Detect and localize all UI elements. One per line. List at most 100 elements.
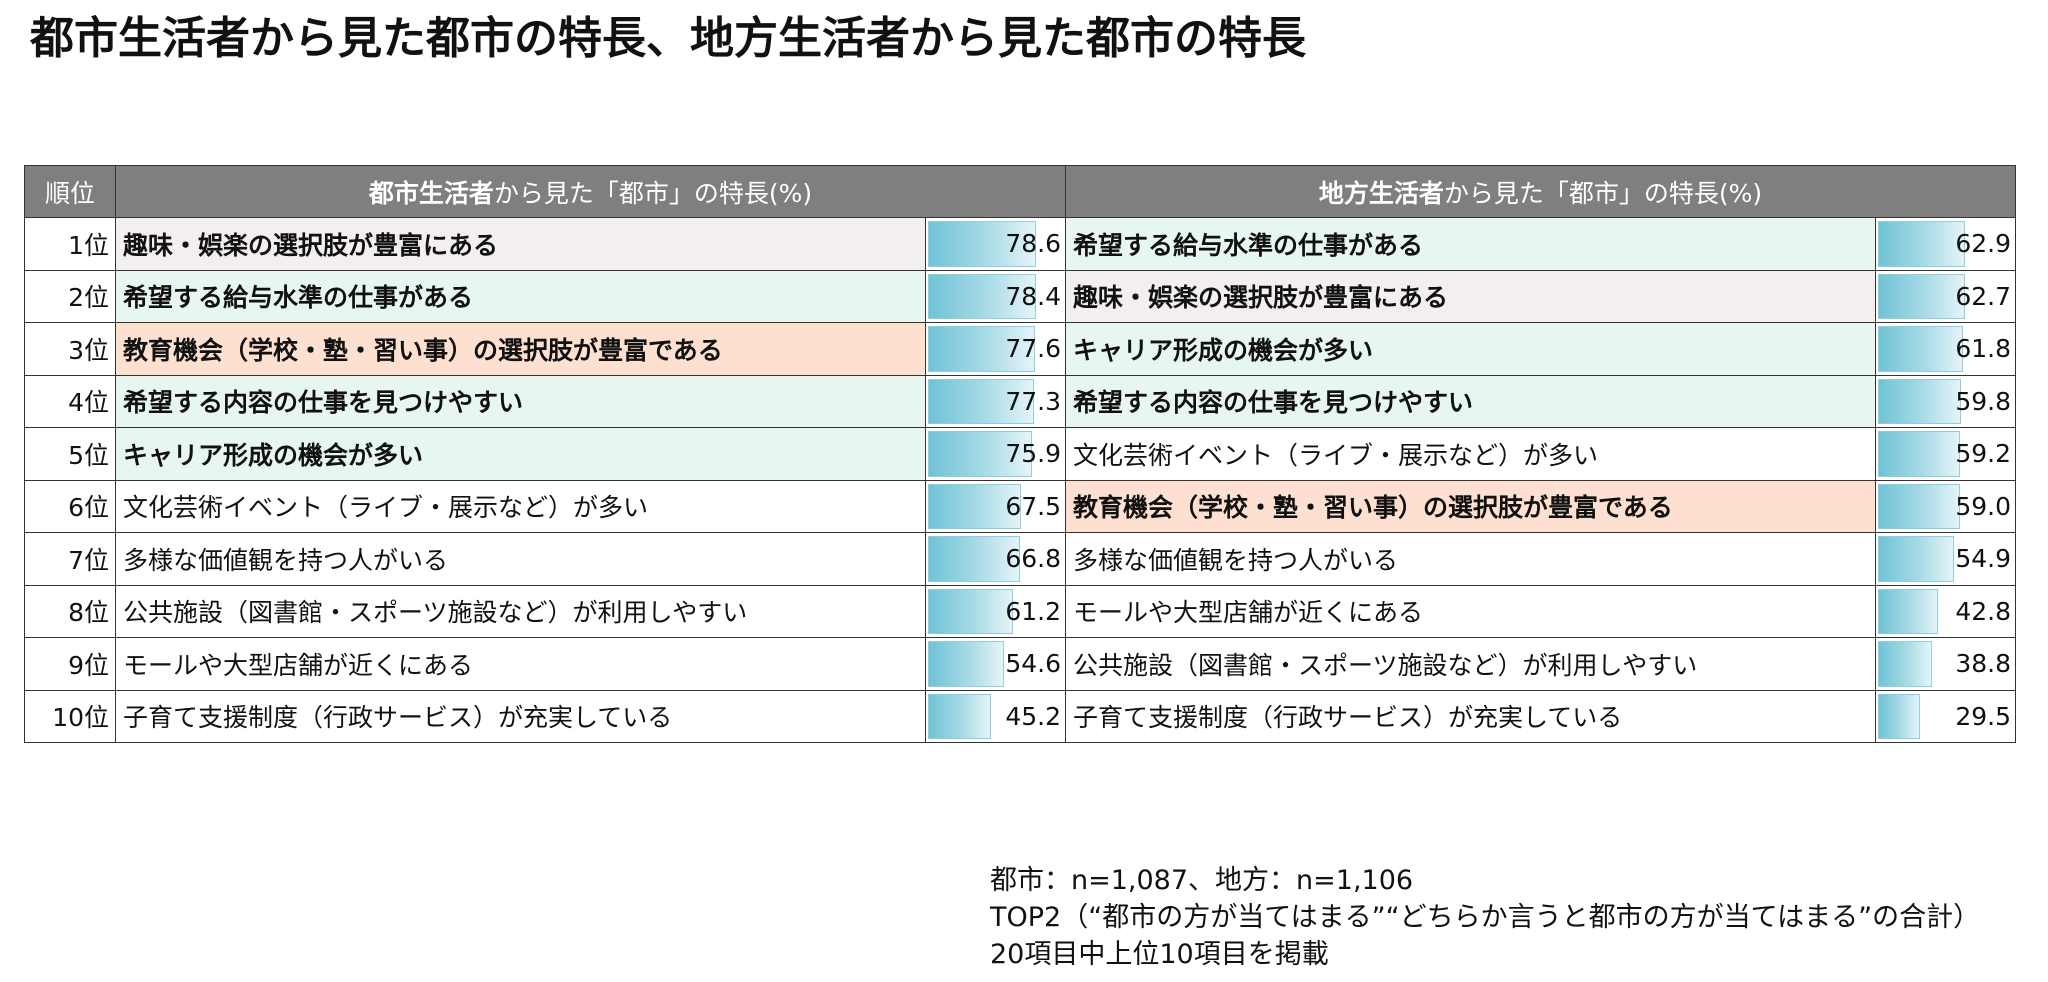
right-item-label: 趣味・娯楽の選択肢が豊富にある <box>1065 269 1876 323</box>
rank-label: 5位 <box>24 427 116 481</box>
table-header-row: 順位 都市生活者から見た「都市」の特長(%) 地方生活者から見た「都市」の特長(… <box>24 165 2016 218</box>
table-row: 7位 多様な価値観を持つ人がいる 66.8 多様な価値観を持つ人がいる 54.9 <box>24 532 2016 586</box>
left-value-bar <box>928 693 992 739</box>
table-row: 1位 趣味・娯楽の選択肢が豊富にある 78.6 希望する給与水準の仕事がある 62.9 <box>24 217 2016 271</box>
left-item-label: キャリア形成の機会が多い <box>115 427 926 481</box>
rank-header: 順位 <box>24 165 116 218</box>
right-value-bar <box>1878 378 1961 424</box>
right-header-rest: から見た「都市」の特長(%) <box>1443 178 1763 208</box>
left-value-bar <box>928 273 1036 319</box>
left-bar-cell: 78.4 <box>925 269 1066 323</box>
right-item-label: 多様な価値観を持つ人がいる <box>1065 532 1876 586</box>
left-value-bar <box>928 378 1035 424</box>
right-header-bold: 地方生活者 <box>1318 178 1444 208</box>
right-item-label: 子育て支援制度（行政サービス）が充実している <box>1065 689 1876 743</box>
left-bar-cell: 66.8 <box>925 532 1066 586</box>
left-item-label: 子育て支援制度（行政サービス）が充実している <box>115 689 926 743</box>
note-items-shown: 20項目中上位10項目を掲載 <box>990 939 1329 970</box>
right-bar-cell: 38.8 <box>1875 637 2016 691</box>
table-row: 3位 教育機会（学校・塾・習い事）の選択肢が豊富である 77.6 キャリア形成の機会が… <box>24 322 2016 376</box>
table-row: 8位 公共施設（図書館・スポーツ施設など）が利用しやすい 61.2 モールや大型店舗が… <box>24 584 2016 638</box>
left-value-label: 61.2 <box>1005 596 1061 626</box>
rank-label: 4位 <box>24 374 116 428</box>
right-bar-cell: 59.2 <box>1875 427 2016 481</box>
table-body: 1位 趣味・娯楽の選択肢が豊富にある 78.6 希望する給与水準の仕事がある 62.9 2… <box>24 217 2016 743</box>
left-bar-cell: 75.9 <box>925 427 1066 481</box>
right-value-label: 61.8 <box>1955 334 2011 364</box>
right-bar-cell: 61.8 <box>1875 322 2016 376</box>
right-value-bar <box>1878 326 1964 372</box>
right-value-bar <box>1878 536 1955 582</box>
rank-label: 1位 <box>24 217 116 271</box>
left-value-bar <box>928 641 1004 687</box>
left-item-label: 多様な価値観を持つ人がいる <box>115 532 926 586</box>
rank-label: 7位 <box>24 532 116 586</box>
rank-label: 8位 <box>24 584 116 638</box>
right-value-bar <box>1878 431 1960 477</box>
left-item-label: モールや大型店舗が近くにある <box>115 637 926 691</box>
left-value-label: 77.6 <box>1005 334 1061 364</box>
right-value-bar <box>1878 641 1933 687</box>
right-series-header: 地方生活者から見た「都市」の特長(%) <box>1065 165 2016 218</box>
right-bar-cell: 62.7 <box>1875 269 2016 323</box>
right-item-label: 教育機会（学校・塾・習い事）の選択肢が豊富である <box>1065 479 1876 533</box>
table-row: 10位 子育て支援制度（行政サービス）が充実している 45.2 子育て支援制度（行政サ… <box>24 689 2016 743</box>
left-header-rest: から見た「都市」の特長(%) <box>493 178 813 208</box>
rank-label: 2位 <box>24 269 116 323</box>
left-value-bar <box>928 221 1037 267</box>
right-value-bar <box>1878 221 1965 267</box>
table-row: 5位 キャリア形成の機会が多い 75.9 文化芸術イベント（ライブ・展示など）が多い 5… <box>24 427 2016 481</box>
left-bar-cell: 67.5 <box>925 479 1066 533</box>
right-value-bar <box>1878 693 1920 739</box>
table-row: 2位 希望する給与水準の仕事がある 78.4 趣味・娯楽の選択肢が豊富にある 62.7 <box>24 269 2016 323</box>
page-title: 都市生活者から見た都市の特長、地方生活者から見た都市の特長 <box>30 13 1306 64</box>
left-value-label: 78.4 <box>1005 281 1061 311</box>
right-item-label: 公共施設（図書館・スポーツ施設など）が利用しやすい <box>1065 637 1876 691</box>
left-bar-cell: 61.2 <box>925 584 1066 638</box>
right-bar-cell: 29.5 <box>1875 689 2016 743</box>
left-header-bold: 都市生活者 <box>368 178 494 208</box>
left-item-label: 教育機会（学校・塾・習い事）の選択肢が豊富である <box>115 322 926 376</box>
left-bar-cell: 45.2 <box>925 689 1066 743</box>
left-bar-cell: 77.3 <box>925 374 1066 428</box>
left-item-label: 公共施設（図書館・スポーツ施設など）が利用しやすい <box>115 584 926 638</box>
rank-label: 10位 <box>24 689 116 743</box>
left-bar-cell: 78.6 <box>925 217 1066 271</box>
right-item-label: 希望する内容の仕事を見つけやすい <box>1065 374 1876 428</box>
right-value-label: 29.5 <box>1955 701 2011 731</box>
note-top2-definition: TOP2（“都市の方が当てはまる”“どちらか言うと都市の方が当てはまる”の合計） <box>990 902 1981 933</box>
right-value-label: 38.8 <box>1955 649 2011 679</box>
right-value-label: 42.8 <box>1955 596 2011 626</box>
left-item-label: 趣味・娯楽の選択肢が豊富にある <box>115 217 926 271</box>
table-row: 9位 モールや大型店舗が近くにある 54.6 公共施設（図書館・スポーツ施設など）が利… <box>24 637 2016 691</box>
left-bar-cell: 54.6 <box>925 637 1066 691</box>
right-value-label: 59.0 <box>1955 491 2011 521</box>
right-item-label: 希望する給与水準の仕事がある <box>1065 217 1876 271</box>
left-value-label: 45.2 <box>1005 701 1061 731</box>
left-bar-cell: 77.6 <box>925 322 1066 376</box>
note-sample-size: 都市：n=1,087、地方：n=1,106 <box>990 865 1414 896</box>
left-series-header: 都市生活者から見た「都市」の特長(%) <box>115 165 1066 218</box>
right-bar-cell: 59.0 <box>1875 479 2016 533</box>
left-value-bar <box>928 326 1035 372</box>
right-item-label: 文化芸術イベント（ライブ・展示など）が多い <box>1065 427 1876 481</box>
left-value-bar <box>928 483 1022 529</box>
right-value-label: 59.2 <box>1955 439 2011 469</box>
right-bar-cell: 54.9 <box>1875 532 2016 586</box>
left-value-bar <box>928 431 1033 477</box>
left-value-label: 54.6 <box>1005 649 1061 679</box>
right-value-bar <box>1878 483 1960 529</box>
left-value-label: 67.5 <box>1005 491 1061 521</box>
right-value-label: 59.8 <box>1955 386 2011 416</box>
rank-label: 9位 <box>24 637 116 691</box>
ranking-table: 順位 都市生活者から見た「都市」の特長(%) 地方生活者から見た「都市」の特長(… <box>24 165 2016 743</box>
right-bar-cell: 62.9 <box>1875 217 2016 271</box>
left-value-label: 75.9 <box>1005 439 1061 469</box>
right-value-bar <box>1878 588 1938 634</box>
right-bar-cell: 42.8 <box>1875 584 2016 638</box>
table-row: 4位 希望する内容の仕事を見つけやすい 77.3 希望する内容の仕事を見つけやすい 59… <box>24 374 2016 428</box>
rank-label: 3位 <box>24 322 116 376</box>
right-bar-cell: 59.8 <box>1875 374 2016 428</box>
right-value-label: 62.7 <box>1955 281 2011 311</box>
right-value-label: 54.9 <box>1955 544 2011 574</box>
